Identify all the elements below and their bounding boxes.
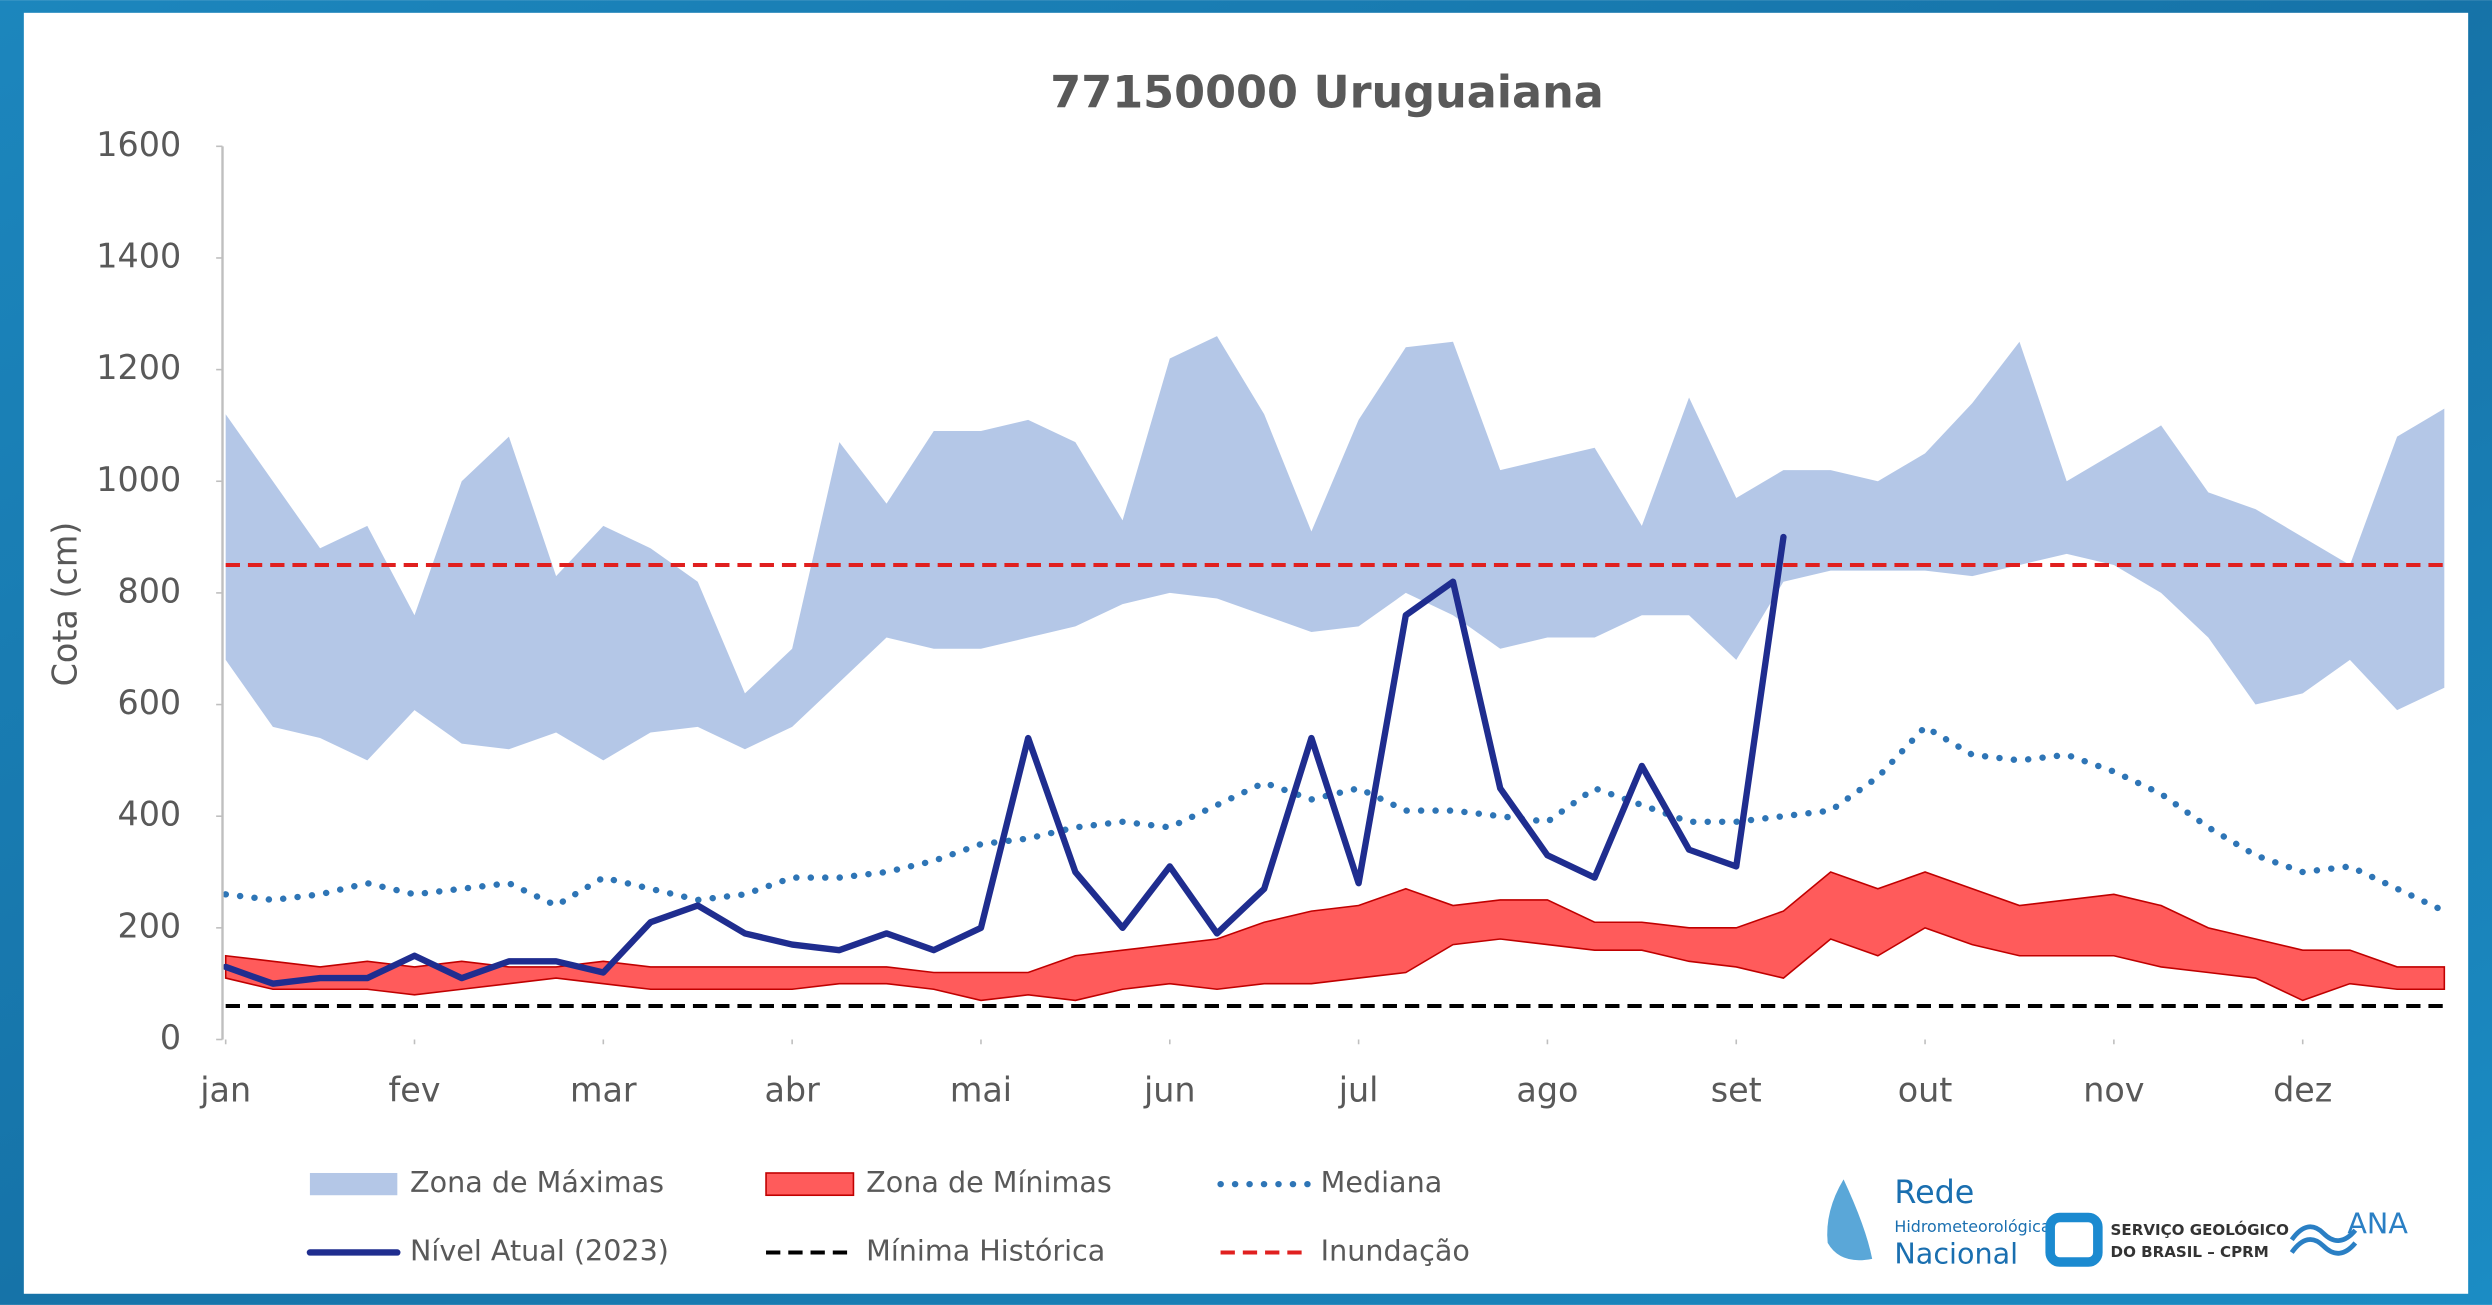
logo-text: SERVIÇO GEOLÓGICO [2111, 1220, 2290, 1239]
x-tick-label: nov [2083, 1070, 2144, 1109]
x-tick-label: mar [570, 1070, 637, 1109]
plot-area [222, 336, 2448, 1008]
logo-cprm-icon [2045, 1212, 2103, 1267]
legend-label: Inundação [1321, 1233, 1470, 1267]
x-tick-label: dez [2273, 1070, 2332, 1109]
x-tick-label: jul [1338, 1070, 1379, 1109]
logos: Rede Hidrometeorológica Nacional SERVIÇO… [1827, 1175, 2408, 1271]
logo-map-icon [1827, 1179, 1873, 1261]
legend-label: Mediana [1321, 1165, 1443, 1199]
legend-label: Mínima Histórica [866, 1233, 1105, 1267]
y-tick-label: 1400 [96, 236, 181, 275]
range-area [225, 336, 2445, 761]
range-area [224, 871, 2446, 1002]
legend-label: Zona de Mínimas [866, 1165, 1112, 1199]
y-tick-label: 0 [160, 1018, 181, 1057]
chart-title: 77150000 Uruguaiana [1050, 67, 1604, 118]
x-tick-label: set [1711, 1070, 1762, 1109]
x-tick-label: mai [950, 1070, 1012, 1109]
legend-swatch [309, 1172, 398, 1196]
y-axis-label: Cota (cm) [45, 522, 84, 687]
x-tick-label: jun [1143, 1070, 1196, 1109]
logo-text: Hidrometeorológica [1894, 1217, 2050, 1236]
x-tick-label: jan [199, 1070, 251, 1109]
x-tick-label: ago [1516, 1070, 1578, 1109]
line-series [222, 533, 1787, 987]
y-tick-label: 1200 [96, 348, 181, 387]
y-tick-label: 600 [117, 683, 181, 722]
logo-text: Rede [1894, 1175, 1974, 1211]
logo-text: ANA [2347, 1206, 2408, 1240]
y-tick-label: 400 [117, 795, 181, 834]
y-tick-label: 200 [117, 906, 181, 945]
y-tick-label: 1000 [96, 460, 181, 499]
logo-text: Nacional [1894, 1237, 2018, 1271]
legend-label: Zona de Máximas [410, 1165, 664, 1199]
legend-swatch [765, 1172, 855, 1197]
y-tick-label: 1600 [96, 125, 181, 164]
logo-text: DO BRASIL – CPRM [2111, 1243, 2269, 1261]
x-tick-label: fev [388, 1070, 440, 1109]
legend-label: Nível Atual (2023) [410, 1233, 669, 1267]
x-tick-label: abr [764, 1070, 820, 1109]
logo-ana-icon [2289, 1224, 2358, 1256]
y-tick-label: 800 [117, 571, 181, 610]
x-tick-label: out [1898, 1070, 1953, 1109]
